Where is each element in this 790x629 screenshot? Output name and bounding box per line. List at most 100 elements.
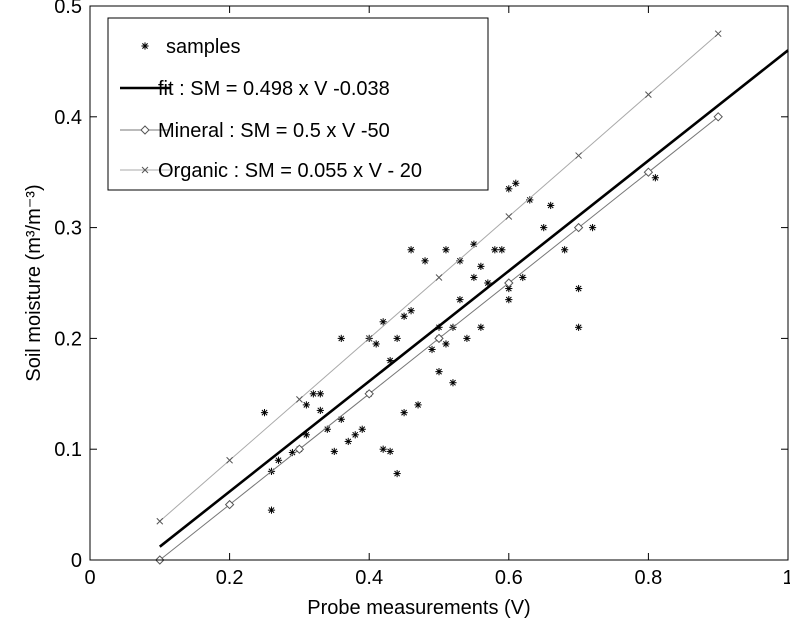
y-tick-label: 0.4 bbox=[54, 107, 82, 129]
series-3-point-7 bbox=[645, 91, 652, 98]
axes-layer: 0 0.2 0.4 0.6 0.8 1 0 0.1 0.2 0.3 0.4 0.5 Probe meas… bbox=[23, 0, 790, 619]
series-3-point-3 bbox=[365, 335, 373, 342]
series-0-point-14 bbox=[337, 415, 345, 423]
series-0-point-62 bbox=[588, 224, 597, 232]
x-tick-label: 0.8 bbox=[634, 567, 662, 589]
series-0-point-16 bbox=[351, 431, 359, 439]
legend-swatch-marker bbox=[141, 42, 149, 50]
series-0-point-51 bbox=[505, 296, 513, 304]
series-0-point-58 bbox=[547, 201, 555, 210]
series-2-point-6 bbox=[573, 222, 584, 233]
x-tick-label: 0.2 bbox=[216, 567, 244, 589]
series-3-point-5 bbox=[505, 213, 513, 220]
series-0-point-20 bbox=[372, 340, 380, 348]
series-2-point-2 bbox=[294, 444, 305, 454]
series-3-point-8 bbox=[714, 30, 722, 38]
legend-label: samples bbox=[166, 36, 240, 58]
series-0-point-61 bbox=[575, 284, 583, 293]
series-0-point-22 bbox=[379, 445, 387, 453]
series-0-point-60 bbox=[575, 323, 583, 331]
series-0 bbox=[260, 174, 659, 514]
series-0-point-44 bbox=[470, 273, 478, 282]
legend-swatch-marker bbox=[141, 166, 149, 174]
series-3-point-4 bbox=[435, 274, 443, 281]
legend-item-3: Organic : SM = 0.055 x V - 20 bbox=[120, 160, 422, 182]
series-0-point-7 bbox=[302, 401, 310, 409]
series-0-point-13 bbox=[337, 334, 345, 342]
series-2-point-1 bbox=[224, 499, 235, 510]
series-3-point-1 bbox=[226, 456, 233, 464]
series-0-point-54 bbox=[512, 179, 520, 187]
series-0-point-29 bbox=[407, 307, 415, 315]
legend-layer: samples fit : SM = 0.498 x V -0.038 Minera… bbox=[107, 17, 489, 191]
series-0-point-30 bbox=[407, 246, 415, 254]
series-0-point-43 bbox=[463, 334, 471, 342]
series-2-point-5 bbox=[504, 278, 514, 288]
axes-frame bbox=[89, 5, 789, 561]
series-0-point-1 bbox=[267, 506, 276, 514]
series-2 bbox=[155, 112, 723, 565]
series-2-point-7 bbox=[643, 167, 654, 177]
y-axis-label: Soil moisture (m³/m⁻³) bbox=[23, 184, 45, 381]
x-axis-label: Probe measurements (V) bbox=[307, 597, 530, 619]
series-0-point-33 bbox=[428, 345, 436, 354]
series-0-point-57 bbox=[540, 224, 548, 232]
series-0-point-50 bbox=[498, 246, 506, 254]
series-0-point-21 bbox=[379, 318, 387, 326]
series-0-point-37 bbox=[442, 246, 450, 254]
y-tick-label: 0.5 bbox=[54, 0, 82, 18]
series-0-point-9 bbox=[316, 406, 324, 415]
series-0-point-8 bbox=[309, 390, 317, 398]
legend-box bbox=[107, 17, 489, 191]
legend-item-1: fit : SM = 0.498 x V -0.038 bbox=[120, 78, 390, 100]
series-0-point-10 bbox=[316, 390, 324, 398]
series-0-point-27 bbox=[400, 312, 408, 320]
series-0-point-59 bbox=[561, 246, 569, 254]
series-0-point-47 bbox=[477, 262, 485, 270]
legend-item-0: samples bbox=[141, 36, 240, 58]
series-0-point-55 bbox=[519, 273, 527, 282]
series-0-point-38 bbox=[442, 340, 450, 348]
series-3-point-0 bbox=[156, 517, 164, 525]
series-0-point-24 bbox=[386, 447, 394, 456]
series-2-point-4 bbox=[434, 333, 444, 344]
series-0-point-49 bbox=[491, 246, 499, 254]
series-0-point-53 bbox=[505, 185, 513, 193]
series-0-point-32 bbox=[421, 257, 429, 265]
series-0-point-26 bbox=[393, 469, 401, 478]
legend-item-2: Mineral : SM = 0.5 x V -50 bbox=[120, 120, 390, 142]
series-0-point-17 bbox=[358, 425, 366, 433]
series-0-point-35 bbox=[435, 368, 443, 376]
series-0-point-31 bbox=[414, 401, 422, 409]
y-tick-label: 0 bbox=[71, 550, 82, 572]
series-0-point-15 bbox=[344, 437, 352, 446]
series-1 bbox=[158, 49, 789, 548]
x-tick-label: 0.4 bbox=[355, 567, 383, 589]
series-0-point-0 bbox=[260, 409, 269, 417]
series-0-point-41 bbox=[456, 296, 464, 304]
series-0-point-3 bbox=[274, 456, 283, 464]
series-line-1 bbox=[158, 49, 789, 548]
legend-swatch-marker bbox=[140, 125, 150, 135]
series-3-point-2 bbox=[296, 395, 303, 403]
series-0-point-12 bbox=[330, 447, 338, 456]
legend-label: Organic : SM = 0.055 x V - 20 bbox=[158, 160, 422, 182]
y-tick-label: 0.2 bbox=[54, 328, 82, 350]
x-tick-label: 0 bbox=[84, 567, 95, 589]
series-0-point-56 bbox=[526, 196, 534, 204]
series-0-point-25 bbox=[393, 334, 401, 342]
series-3 bbox=[156, 30, 722, 525]
y-tick-label: 0.3 bbox=[54, 218, 82, 240]
series-2-point-8 bbox=[713, 112, 723, 122]
series-0-point-63 bbox=[651, 174, 659, 182]
x-tick-label: 1 bbox=[782, 567, 790, 589]
legend-label: Mineral : SM = 0.5 x V -50 bbox=[158, 120, 390, 142]
plot-layer bbox=[155, 30, 789, 565]
x-tick-label: 0.6 bbox=[495, 567, 523, 589]
legend-label: fit : SM = 0.498 x V -0.038 bbox=[158, 78, 390, 100]
series-2-point-3 bbox=[364, 389, 374, 399]
series-0-point-28 bbox=[400, 409, 408, 417]
series-0-point-46 bbox=[477, 323, 485, 331]
y-tick-label: 0.1 bbox=[54, 439, 82, 461]
